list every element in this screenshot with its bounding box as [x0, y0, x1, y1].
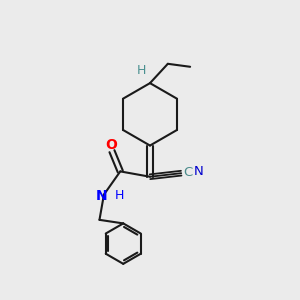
Text: N: N: [96, 189, 107, 203]
Text: H: H: [137, 64, 146, 77]
Text: H: H: [115, 189, 124, 202]
Text: N: N: [194, 166, 203, 178]
Text: C: C: [183, 166, 192, 179]
Text: O: O: [105, 138, 117, 152]
